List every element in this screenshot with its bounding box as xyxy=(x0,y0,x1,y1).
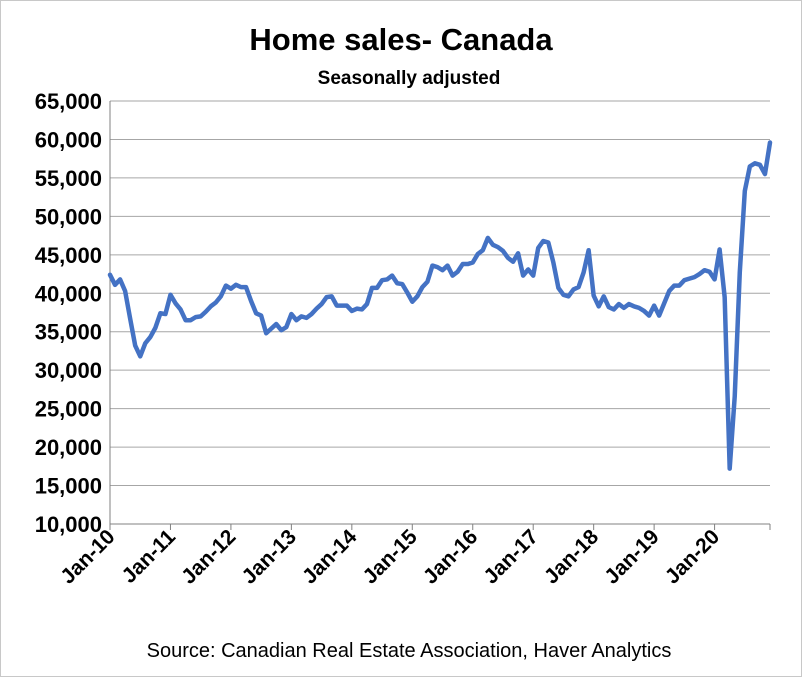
x-tick-label: Jan-17 xyxy=(479,525,542,588)
y-tick-label: 45,000 xyxy=(35,243,102,268)
chart-title: Home sales- Canada xyxy=(249,22,553,57)
x-axis-ticks: Jan-10Jan-11Jan-12Jan-13Jan-14Jan-15Jan-… xyxy=(56,524,771,589)
x-tick-label: Jan-20 xyxy=(661,525,724,588)
y-tick-label: 55,000 xyxy=(35,166,102,191)
y-tick-label: 50,000 xyxy=(35,204,102,229)
x-tick-label: Jan-15 xyxy=(359,525,423,589)
y-tick-label: 60,000 xyxy=(35,127,102,152)
x-tick-label: Jan-13 xyxy=(238,525,301,588)
series-line xyxy=(107,140,773,471)
axes xyxy=(109,101,770,525)
chart-subtitle: Seasonally adjusted xyxy=(317,68,501,89)
y-tick-label: 25,000 xyxy=(35,397,102,422)
x-tick-label: Jan-19 xyxy=(600,525,663,588)
y-axis-ticks: 10,000 15,000 20,000 25,000 30,000 35,000 40,0… xyxy=(35,89,102,537)
y-tick-label: 15,000 xyxy=(35,474,102,499)
x-tick-label: Jan-18 xyxy=(540,525,604,589)
y-tick-label: 35,000 xyxy=(35,320,102,345)
y-tick-label: 20,000 xyxy=(35,435,102,460)
series-group xyxy=(107,140,773,471)
y-tick-label: 40,000 xyxy=(35,281,102,306)
x-tick-label: Jan-11 xyxy=(117,525,180,588)
y-tick-label: 65,000 xyxy=(35,89,102,114)
chart-source: Source: Canadian Real Estate Association… xyxy=(146,640,672,662)
x-tick-label: Jan-16 xyxy=(419,525,482,588)
y-tick-label: 30,000 xyxy=(35,358,102,383)
gridlines xyxy=(110,100,770,487)
x-tick-label: Jan-14 xyxy=(298,525,362,589)
x-tick-label: Jan-12 xyxy=(177,525,240,588)
y-tick-label: 10,000 xyxy=(35,512,102,537)
